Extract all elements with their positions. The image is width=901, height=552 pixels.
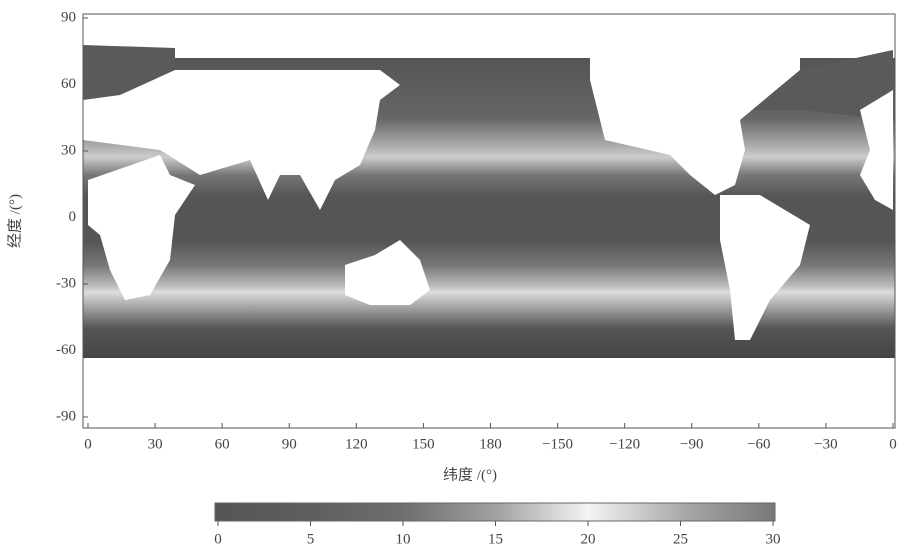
x-tick-label: 0 [84, 436, 92, 452]
x-tick-label: −120 [609, 436, 640, 452]
x-tick-label: 0 [889, 436, 897, 452]
colorbar-tick-label: 5 [307, 531, 315, 547]
x-tick-label: −30 [814, 436, 837, 452]
y-tick-label: 30 [61, 142, 76, 158]
x-tick-label: 60 [215, 436, 230, 452]
plot-frame [82, 13, 896, 429]
y-tick-label: -60 [56, 342, 76, 358]
ocean-patch [740, 50, 893, 120]
x-tick-label: 150 [412, 436, 435, 452]
x-axis-label: 纬度 /(°) [443, 466, 497, 483]
colorbar-tick-label: 20 [581, 531, 596, 547]
colorbar-tick-label: 25 [673, 531, 688, 547]
x-tick-label: 90 [282, 436, 297, 452]
x-tick-label: −90 [680, 436, 703, 452]
colorbar-tick-label: 10 [396, 531, 411, 547]
colorbar-tick-label: 30 [766, 531, 781, 547]
colorbar-tick-label: 0 [214, 531, 222, 547]
colorbar [214, 502, 776, 522]
y-tick-label: -30 [56, 275, 76, 291]
map [83, 45, 895, 358]
x-tick-label: −60 [747, 436, 770, 452]
y-tick-label: 0 [69, 209, 77, 225]
y-axis-label: 经度 /(°) [6, 194, 23, 248]
x-tick-label: −150 [542, 436, 573, 452]
y-tick-label: 60 [61, 76, 76, 92]
y-tick-label: -90 [56, 408, 76, 424]
ocean-patch [83, 45, 175, 100]
x-tick-label: 180 [479, 436, 502, 452]
land [83, 58, 893, 340]
x-tick-label: 30 [148, 436, 163, 452]
x-tick-label: 120 [345, 436, 368, 452]
y-tick-label: 90 [61, 9, 76, 25]
colorbar-tick-label: 15 [488, 531, 503, 547]
